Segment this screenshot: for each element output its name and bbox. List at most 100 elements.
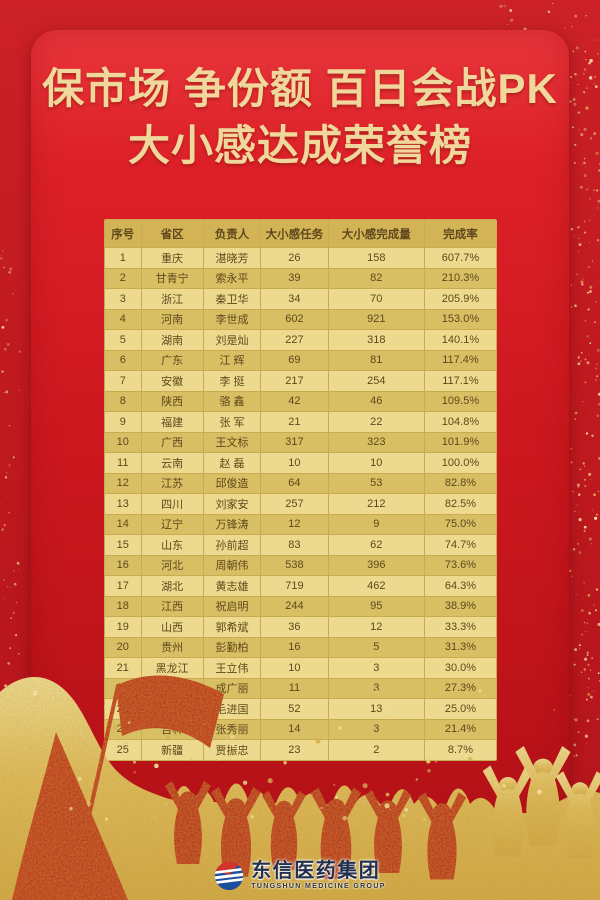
cell-rate: 205.9% [424,289,496,309]
cell-rate: 82.5% [424,494,496,514]
cell-rank: 16 [105,555,141,575]
cell-rank: 6 [105,350,141,370]
cell-rate: 33.3% [424,617,496,637]
cell-task: 217 [261,371,328,391]
cell-province: 湖北 [141,576,203,596]
cell-rate: 153.0% [424,309,496,329]
cell-rank: 21 [105,658,141,678]
cell-task: 10 [261,453,328,473]
cell-manager: 赵 磊 [203,453,261,473]
honor-table: 序号 省区 负责人 大小感任务 大小感完成量 完成率 1 重庆 湛晓芳 26 158 60… [104,219,497,761]
table-row: 24 吉林 张秀丽 14 3 21.4% [105,719,496,739]
cell-completed: 396 [328,555,424,575]
table-row: 13 四川 刘家安 257 212 82.5% [105,494,496,514]
col-header-task: 大小感任务 [261,220,328,247]
cell-rate: 74.7% [424,535,496,555]
cell-task: 39 [261,268,328,288]
table-row: 10 广西 王文标 317 323 101.9% [105,432,496,452]
cell-province: 北京 [141,699,203,719]
cell-rate: 607.7% [424,248,496,268]
cell-rate: 64.3% [424,576,496,596]
cell-rank: 24 [105,719,141,739]
cell-rate: 21.4% [424,719,496,739]
table-row: 17 湖北 黄志雄 719 462 64.3% [105,576,496,596]
cell-task: 69 [261,350,328,370]
cell-rank: 14 [105,514,141,534]
cell-manager: 祝启明 [203,596,261,616]
cell-completed: 53 [328,473,424,493]
cell-completed: 462 [328,576,424,596]
cell-task: 34 [261,289,328,309]
cell-task: 244 [261,596,328,616]
cell-rate: 38.9% [424,596,496,616]
cell-task: 538 [261,555,328,575]
cell-manager: 黄志雄 [203,576,261,596]
cell-manager: 贾振忠 [203,740,261,760]
cell-completed: 318 [328,330,424,350]
cell-completed: 3 [328,678,424,698]
table-row: 15 山东 孙前超 83 62 74.7% [105,535,496,555]
cell-province: 湖南 [141,330,203,350]
cell-completed: 95 [328,596,424,616]
table-row: 7 安徽李 挺 217 254 117.1% [105,371,496,391]
cell-task: 26 [261,248,328,268]
cell-task: 42 [261,391,328,411]
cell-province: 广东 [141,350,203,370]
cell-rank: 18 [105,596,141,616]
table-row: 19 山西 郭希斌 36 12 33.3% [105,617,496,637]
cell-task: 16 [261,637,328,657]
cell-province: 广西 [141,432,203,452]
cell-rate: 117.1% [424,371,496,391]
cell-province: 安徽 [141,371,203,391]
cell-task: 719 [261,576,328,596]
cell-manager: 万锋涛 [203,514,261,534]
cell-completed: 5 [328,637,424,657]
cell-completed: 3 [328,719,424,739]
cell-rate: 25.0% [424,699,496,719]
table-row: 22 内蒙 成广丽 11 3 27.3% [105,678,496,698]
cell-manager: 李世成 [203,309,261,329]
cell-completed: 70 [328,289,424,309]
cell-manager: 周朝伟 [203,555,261,575]
cell-manager: 王立伟 [203,658,261,678]
cell-rank: 25 [105,740,141,760]
logo-text: 东信医药集团 TUNGSHUN MEDICINE GROUP [251,860,386,891]
cell-province: 甘青宁 [141,268,203,288]
cell-rank: 17 [105,576,141,596]
table-row: 11 云南赵 磊 10 10 100.0% [105,453,496,473]
cell-manager: 湛晓芳 [203,248,261,268]
cell-manager: 彭勤柏 [203,637,261,657]
cell-rank: 12 [105,473,141,493]
cell-manager: 成广丽 [203,678,261,698]
cell-province: 山东 [141,535,203,555]
cell-province: 陕西 [141,391,203,411]
cell-rank: 5 [105,330,141,350]
table-row: 20 贵州 彭勤柏 16 5 31.3% [105,637,496,657]
cell-rate: 104.8% [424,412,496,432]
col-header-rate: 完成率 [424,220,496,247]
cell-rank: 10 [105,432,141,452]
cell-completed: 81 [328,350,424,370]
cell-task: 83 [261,535,328,555]
cell-rate: 31.3% [424,637,496,657]
table-row: 14 辽宁 万锋涛 12 9 75.0% [105,514,496,534]
table-row: 16 河北 周朝伟 538 396 73.6% [105,555,496,575]
cell-completed: 212 [328,494,424,514]
cell-manager: 张秀丽 [203,719,261,739]
cell-task: 11 [261,678,328,698]
cell-task: 52 [261,699,328,719]
cell-rank: 4 [105,309,141,329]
cell-completed: 13 [328,699,424,719]
cell-completed: 12 [328,617,424,637]
cell-rank: 9 [105,412,141,432]
cell-completed: 46 [328,391,424,411]
cell-rank: 11 [105,453,141,473]
cell-task: 14 [261,719,328,739]
cell-rate: 8.7% [424,740,496,760]
cell-rank: 2 [105,268,141,288]
cell-task: 257 [261,494,328,514]
cell-rank: 22 [105,678,141,698]
cell-completed: 10 [328,453,424,473]
cell-manager: 张 军 [203,412,261,432]
cell-rate: 100.0% [424,453,496,473]
